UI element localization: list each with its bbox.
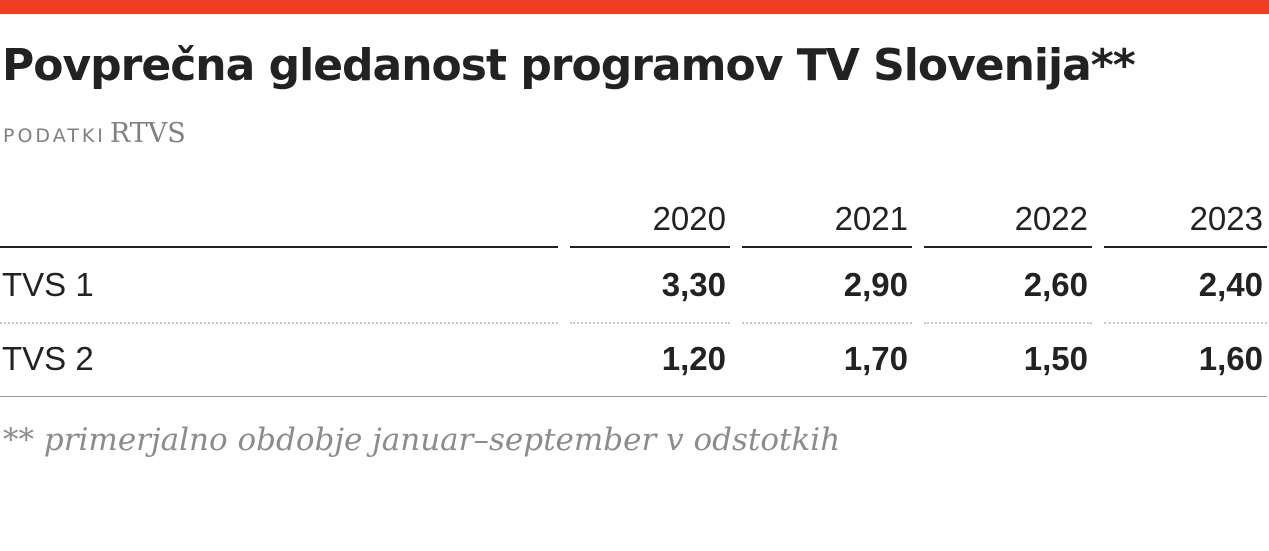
column-header-2020: 2020 <box>652 200 726 237</box>
column-header-2021: 2021 <box>834 200 908 237</box>
accent-bar <box>0 0 1269 14</box>
row-divider-label <box>0 322 558 324</box>
header-rule-2023 <box>1104 246 1267 248</box>
cell-tvs-2-2021: 1,70 <box>843 340 908 377</box>
cell-tvs-2-2023: 1,60 <box>1198 340 1263 377</box>
row-divider-2022 <box>924 322 1092 324</box>
row-divider-2020 <box>570 322 730 324</box>
row-divider-2023 <box>1104 322 1267 324</box>
source-line: PODATKI RTVS <box>3 118 186 149</box>
source-value: RTVS <box>109 118 186 149</box>
column-header-2023: 2023 <box>1189 200 1263 237</box>
cell-tvs-2-2020: 1,20 <box>661 340 726 377</box>
row-label-tvs-2: TVS 2 <box>2 340 94 377</box>
source-label: PODATKI <box>3 125 106 147</box>
header-rule-2021 <box>742 246 912 248</box>
row-divider-2021 <box>742 322 912 324</box>
cell-tvs-1-2022: 2,60 <box>1023 266 1088 303</box>
chart-title: Povprečna gledanost programov TV Sloveni… <box>2 40 1136 91</box>
header-rule-2022 <box>924 246 1092 248</box>
table-bottom-rule <box>0 396 1267 397</box>
cell-tvs-1-2021: 2,90 <box>843 266 908 303</box>
header-rule-label <box>0 246 558 248</box>
cell-tvs-2-2022: 1,50 <box>1023 340 1088 377</box>
cell-tvs-1-2023: 2,40 <box>1198 266 1263 303</box>
cell-tvs-1-2020: 3,30 <box>661 266 726 303</box>
header-rule-2020 <box>570 246 730 248</box>
row-label-tvs-1: TVS 1 <box>2 266 94 303</box>
footnote: ** primerjalno obdobje januar–september … <box>3 422 841 458</box>
column-header-2022: 2022 <box>1014 200 1088 237</box>
